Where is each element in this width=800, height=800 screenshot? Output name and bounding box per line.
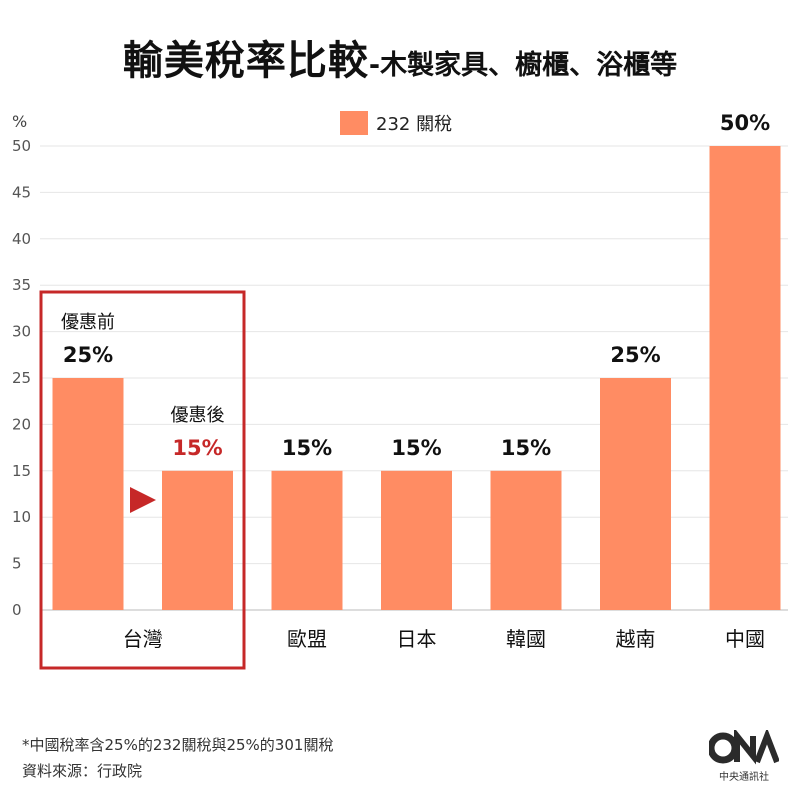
- data-label: 25%: [63, 343, 113, 367]
- y-tick-label: 30: [12, 323, 31, 341]
- data-label: 15%: [391, 436, 441, 460]
- y-tick-label: 45: [12, 183, 31, 201]
- cna-logo-icon: [707, 727, 780, 765]
- source-credit: 資料來源：行政院: [22, 762, 143, 780]
- x-tick-label: 日本: [397, 627, 437, 651]
- y-tick-label: 15: [12, 462, 31, 480]
- bar: [490, 470, 562, 610]
- y-tick-label: 40: [12, 230, 31, 248]
- bar: [52, 378, 124, 610]
- legend-label: 232 關稅: [376, 114, 453, 135]
- bar-note-label: 優惠後: [171, 405, 225, 426]
- x-tick-label: 越南: [616, 627, 656, 651]
- data-label: 25%: [610, 343, 660, 367]
- bar: [271, 470, 343, 610]
- cna-logo: 中央通訊社: [702, 727, 786, 783]
- logo-text: 中央通訊社: [719, 772, 769, 783]
- data-label: 50%: [720, 111, 770, 135]
- footer: *中國稅率含25%的232關稅與25%的301關稅 資料來源：行政院: [22, 732, 333, 784]
- bar-note-label: 優惠前: [61, 312, 115, 333]
- data-label: 15%: [172, 436, 222, 460]
- y-tick-label: 10: [12, 508, 31, 526]
- data-label: 15%: [282, 436, 332, 460]
- data-label: 15%: [501, 436, 551, 460]
- arrow-right-icon: [130, 487, 156, 513]
- y-axis-unit: %: [12, 112, 28, 131]
- bar: [162, 470, 233, 610]
- bar: [381, 470, 452, 610]
- bar: [709, 146, 781, 610]
- legend: 232 關稅: [340, 110, 452, 136]
- bar: [600, 378, 671, 610]
- x-tick-label: 歐盟: [287, 627, 327, 651]
- chart-title: 輸美稅率比較-木製家具、櫥櫃、浴櫃等: [0, 28, 800, 86]
- y-tick-label: 5: [12, 555, 22, 573]
- y-tick-label: 25: [12, 369, 31, 387]
- y-tick-label: 50: [12, 137, 31, 155]
- footnote: *中國稅率含25%的232關稅與25%的301關稅: [22, 736, 334, 754]
- x-tick-label: 韓國: [506, 627, 546, 651]
- legend-swatch: [340, 111, 368, 135]
- taiwan-highlight-box: [39, 290, 246, 670]
- title-main: 輸美稅率比較: [122, 38, 369, 84]
- title-subtitle: -木製家具、櫥櫃、浴櫃等: [368, 50, 678, 81]
- y-tick-label: 35: [12, 276, 31, 294]
- y-tick-label: 20: [12, 415, 31, 433]
- x-tick-label: 中國: [725, 627, 765, 651]
- x-tick-label: 台灣: [123, 627, 163, 651]
- y-tick-label: 0: [12, 601, 22, 619]
